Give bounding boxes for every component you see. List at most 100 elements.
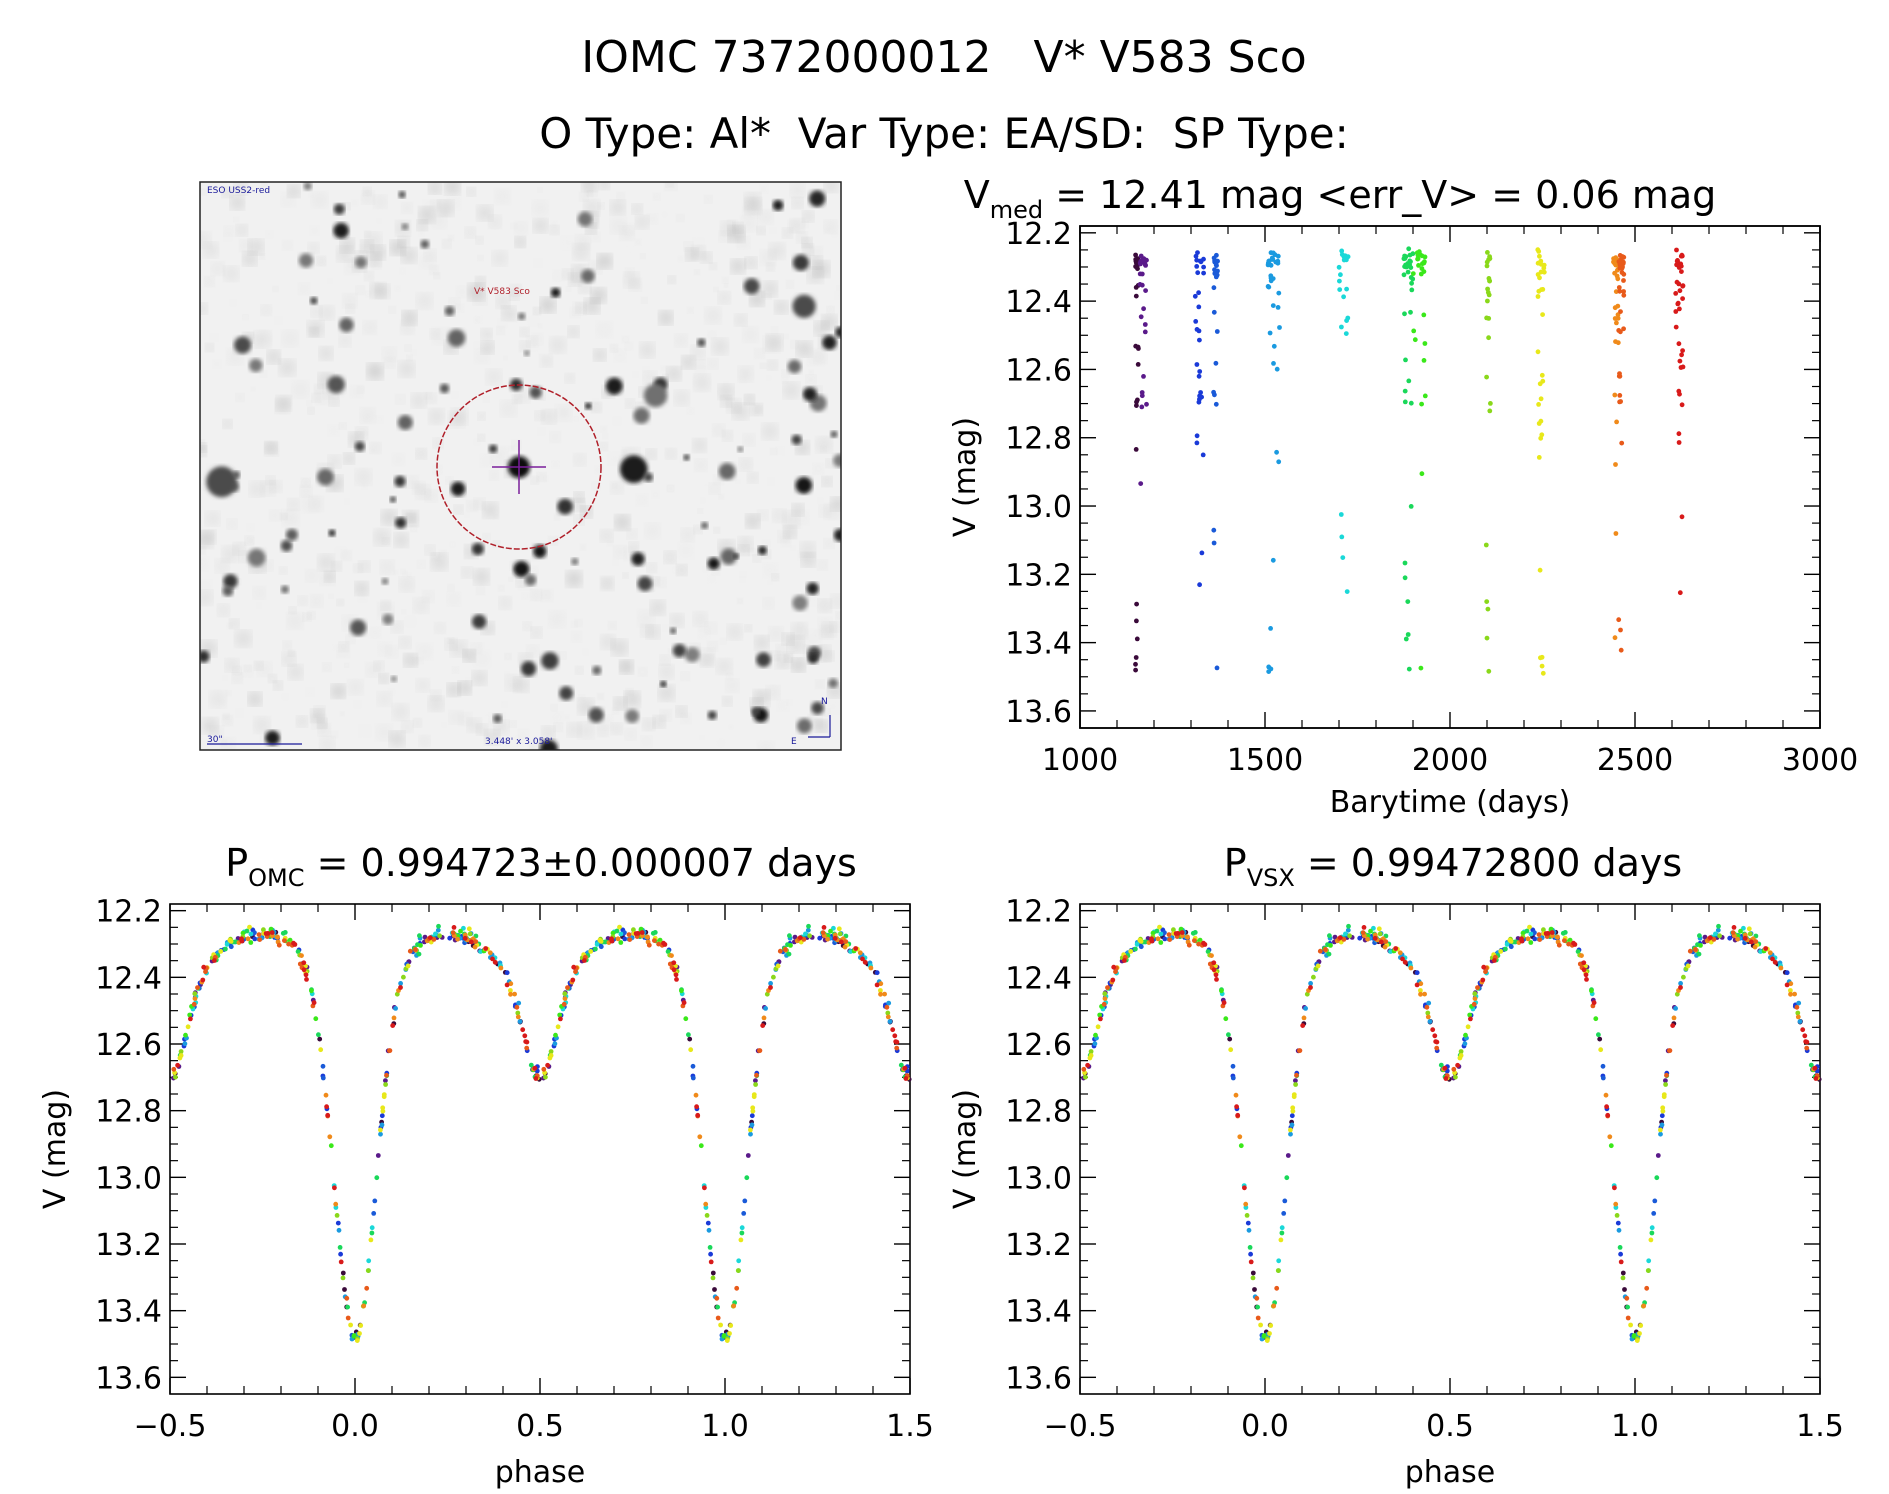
background-noise	[694, 374, 710, 391]
omc-point	[902, 1065, 908, 1071]
vsx-point	[1685, 963, 1691, 969]
ts-point	[1418, 665, 1424, 671]
background-noise	[740, 572, 746, 578]
omc-point	[175, 1062, 181, 1068]
background-noise	[681, 528, 694, 541]
vsx-point	[1202, 942, 1208, 947]
background-noise	[242, 425, 248, 430]
background-noise	[200, 303, 208, 314]
ts-point	[1199, 394, 1204, 400]
omc-point	[652, 938, 657, 943]
omc-point	[681, 1000, 687, 1006]
background-noise	[365, 232, 382, 249]
ts-point	[1422, 393, 1428, 399]
ts-point	[1613, 531, 1619, 536]
ts-point	[1194, 440, 1200, 446]
background-noise	[205, 511, 220, 526]
background-noise	[599, 182, 610, 190]
vsx-point	[1414, 982, 1420, 988]
background-noise	[660, 709, 672, 721]
vsx-point	[1713, 931, 1718, 937]
vsx-point	[1600, 1063, 1606, 1069]
background-noise	[805, 630, 821, 646]
ts-point	[1679, 514, 1685, 520]
background-noise	[305, 569, 318, 582]
vsx-point	[1541, 927, 1546, 933]
vsx-point	[1285, 1153, 1291, 1158]
background-noise	[279, 566, 287, 575]
vsx-point	[1772, 959, 1778, 965]
background-noise	[591, 288, 606, 303]
background-noise	[223, 232, 232, 241]
omc-point	[433, 931, 438, 937]
vsx-point	[1261, 1333, 1267, 1338]
ts-point	[1419, 253, 1425, 259]
background-noise	[256, 603, 262, 608]
ts-point	[1338, 272, 1343, 278]
background-noise	[612, 707, 619, 715]
star-field	[200, 182, 841, 750]
omc-point	[256, 932, 262, 937]
background-noise	[348, 680, 363, 695]
omc-point	[710, 1270, 716, 1276]
background-noise	[467, 718, 481, 732]
background-noise	[382, 347, 396, 361]
star	[471, 614, 487, 629]
background-noise	[578, 699, 594, 715]
background-noise	[699, 735, 704, 740]
background-noise	[417, 644, 433, 660]
ts-point	[1142, 262, 1148, 268]
omc-ytick-label: 13.0	[95, 1161, 162, 1196]
background-noise	[217, 604, 230, 616]
ts-point	[1616, 328, 1622, 333]
background-noise	[567, 723, 582, 737]
background-noise	[247, 524, 254, 531]
background-noise	[320, 306, 334, 320]
background-noise	[620, 662, 629, 671]
star	[541, 652, 559, 670]
vsx-point	[1673, 1006, 1678, 1011]
vsx-point	[1288, 1131, 1293, 1137]
background-noise	[743, 327, 758, 342]
background-noise	[578, 722, 594, 739]
vsx-point	[1223, 1016, 1229, 1022]
ts-ylabel: V (mag)	[948, 417, 983, 537]
vsx-point	[1105, 985, 1110, 990]
background-noise	[270, 481, 282, 493]
ts-plot-frame	[1079, 225, 1821, 729]
ts-point	[1139, 404, 1145, 410]
ts-point	[1621, 326, 1626, 332]
ts-point	[1402, 560, 1408, 566]
omc-point	[490, 956, 495, 962]
omc-point	[437, 933, 442, 939]
omc-point	[185, 1024, 191, 1030]
background-noise	[353, 564, 363, 573]
ts-point	[1614, 320, 1619, 326]
vsx-point	[1179, 930, 1185, 935]
omc-point	[593, 946, 598, 952]
vsx-xtick-label: 1.5	[1796, 1409, 1844, 1444]
vsx-point	[1400, 956, 1405, 962]
omc-point	[690, 1075, 696, 1081]
vsx-point	[1317, 948, 1323, 954]
background-noise	[575, 666, 583, 675]
vsx-point	[1549, 930, 1555, 935]
background-noise	[430, 329, 440, 339]
omc-point	[337, 1245, 343, 1250]
background-noise	[235, 630, 252, 647]
background-noise	[225, 658, 239, 672]
background-noise	[331, 731, 338, 738]
omc-point	[203, 969, 208, 975]
background-noise	[613, 546, 626, 558]
omc-point	[391, 1015, 397, 1021]
background-noise	[515, 236, 526, 248]
background-noise	[621, 449, 627, 455]
background-noise	[509, 446, 514, 451]
vsx-point	[1812, 1065, 1818, 1071]
background-noise	[486, 369, 502, 385]
omc-point	[886, 1000, 892, 1006]
vsx-point	[1607, 1134, 1613, 1140]
vsx-point	[1525, 936, 1531, 942]
omc-point	[369, 1225, 375, 1231]
vsx-point	[1804, 1045, 1810, 1051]
